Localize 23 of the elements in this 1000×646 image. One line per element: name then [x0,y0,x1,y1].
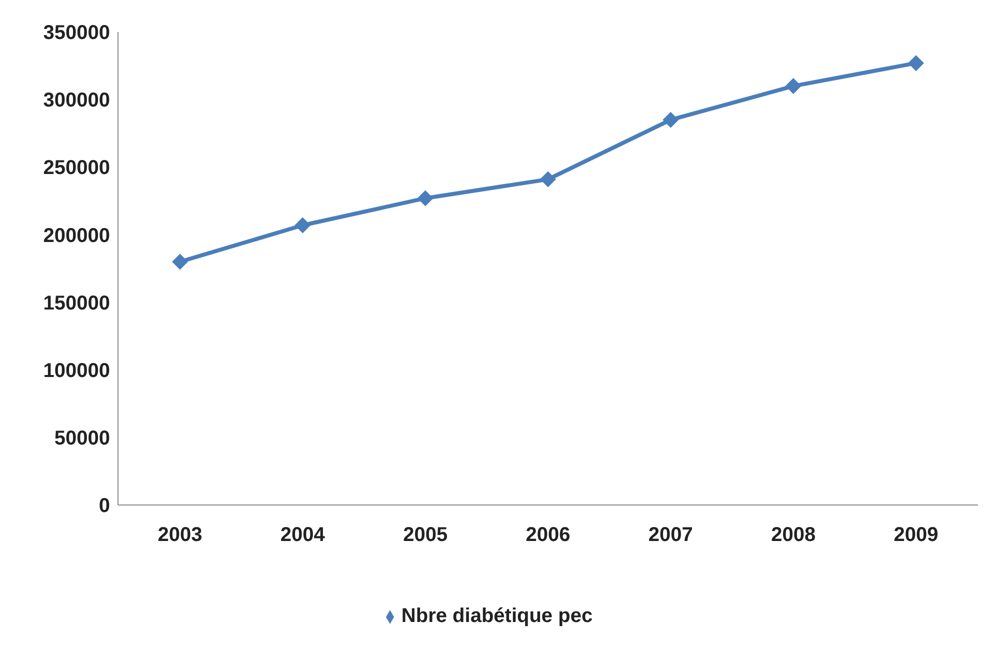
point [785,78,802,94]
x-tick-label: 2009 [894,524,938,546]
x-tick-label: 2005 [403,524,448,546]
x-tick-label: 2004 [280,524,326,546]
x-tick-label: 2003 [158,524,202,546]
y-tick-label: 200000 [43,224,110,247]
point [662,112,679,128]
point [294,217,311,234]
x-tick-label: 2007 [648,524,693,546]
legend-label: Nbre diabétique pec [401,605,593,627]
y-tick-label: 0 [98,495,110,518]
point [172,254,188,270]
point [908,55,924,72]
y-tick-label: 300000 [43,90,110,112]
point [417,190,434,206]
y-tick-label: 100000 [43,360,110,382]
x-tick-label: 2006 [526,524,570,546]
y-tick-label: 250000 [43,157,110,180]
y-tick-label: 150000 [43,292,110,314]
x-tick-label: 2008 [771,524,816,546]
point [540,171,556,188]
y-tick-label: 50000 [54,428,110,450]
y-tick-label: 350000 [43,22,110,44]
